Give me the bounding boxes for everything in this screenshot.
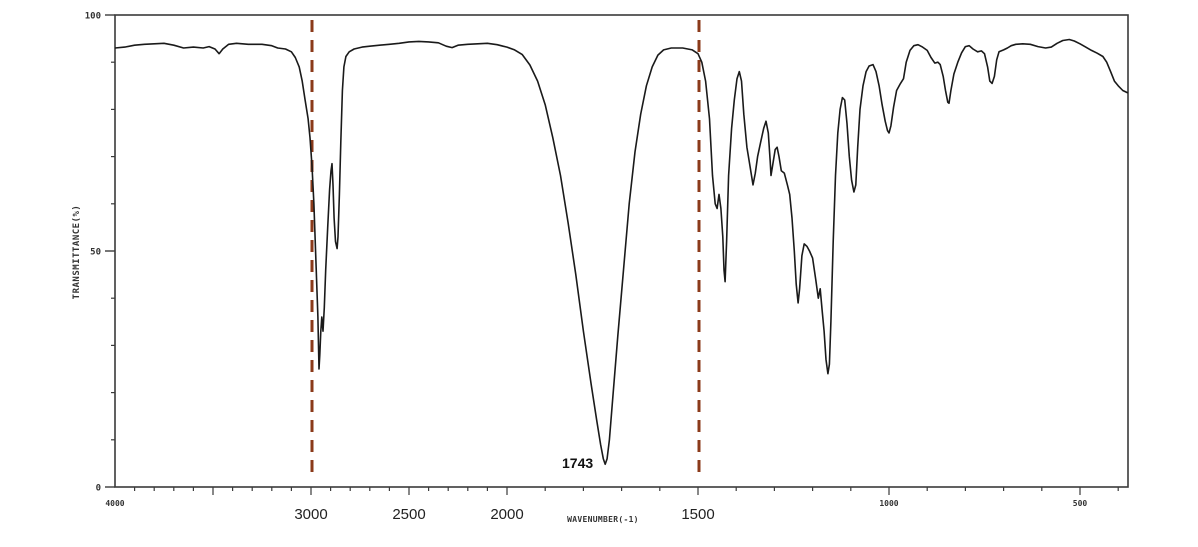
x-axis-label: WAVENUMBER(-1) (567, 515, 639, 524)
y-tick-label: 50 (90, 248, 101, 258)
x-tick-label: 4000 (105, 499, 124, 508)
y-tick-label: 100 (85, 12, 101, 22)
x-tick-label: 500 (1073, 499, 1088, 508)
x-tick-label: 1000 (879, 499, 898, 508)
reference-lines (310, 20, 701, 480)
peak-annotations: 1743 (562, 455, 593, 471)
y-tick-label: 0 (96, 484, 101, 494)
y-axis-ticks: 100 50 0 (85, 12, 115, 494)
spectrum-line (114, 38, 1129, 466)
peak-label: 1743 (562, 455, 593, 471)
plot-frame (114, 14, 1129, 488)
x-tick-label-large: 3000 (294, 506, 327, 523)
x-axis-ticks: 4000 1000 500 3000 2500 2000 1500 (105, 487, 1119, 523)
y-axis-label: TRANSMITTANCE(%) (72, 205, 82, 300)
x-tick-label-large: 1500 (681, 506, 714, 523)
x-tick-label-large: 2500 (392, 506, 425, 523)
x-tick-label-large: 2000 (490, 506, 523, 523)
